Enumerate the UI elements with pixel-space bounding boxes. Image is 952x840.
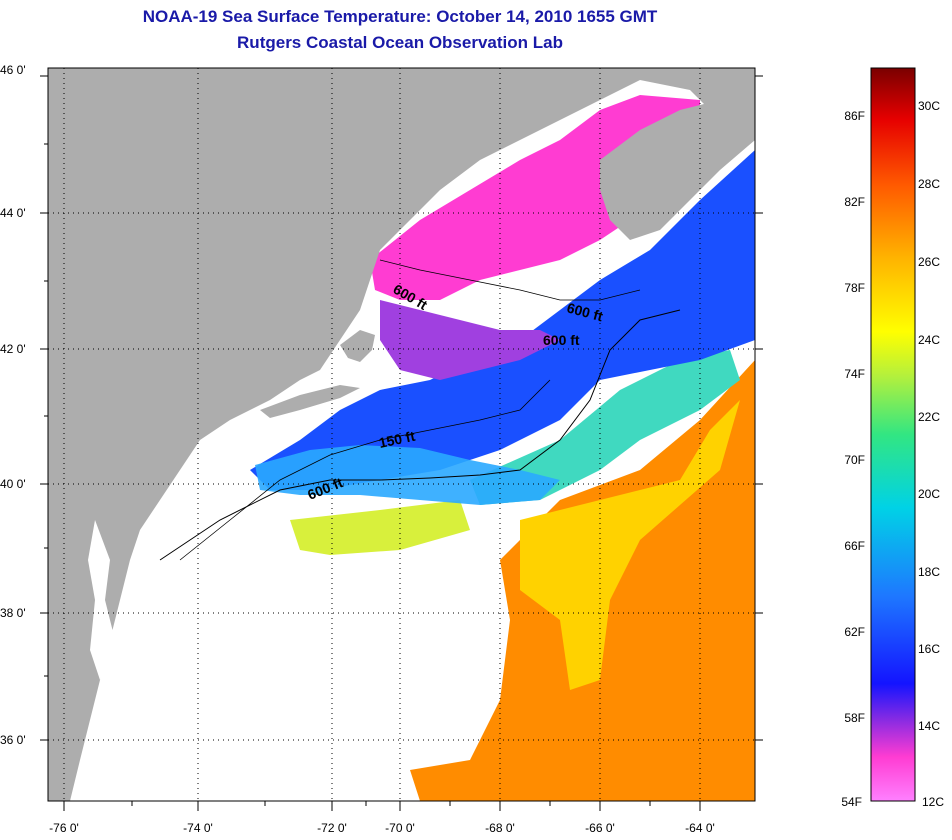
cb-f-62: 62F — [844, 625, 865, 639]
cb-c-26: 26C — [918, 255, 940, 269]
lat-label-36: 36 0' — [0, 733, 26, 747]
cb-c-16: 16C — [918, 642, 940, 656]
lat-label-40: 40 0' — [0, 477, 26, 491]
cb-c-14: 14C — [918, 719, 940, 733]
longitude-axis: -76 0' -74 0' -72 0' -70 0' -68 0' -66 0… — [49, 801, 715, 835]
cb-f-78: 78F — [844, 281, 865, 295]
land-cape-cod — [340, 330, 375, 362]
lat-label-38: 38 0' — [0, 606, 26, 620]
contour-label-150ft: 150 ft — [377, 428, 416, 451]
map-panel: 600 ft 600 ft 600 ft 150 ft 600 ft — [48, 68, 755, 801]
cyan-band — [255, 445, 560, 505]
temperature-colorbar: 86F 82F 78F 74F 70F 66F 62F 58F 54F 30C … — [841, 67, 944, 809]
isobath-600ft-outer — [159, 309, 681, 561]
land-nova-scotia — [600, 100, 755, 240]
colorbar-fahrenheit-labels: 86F 82F 78F 74F 70F 66F 62F 58F 54F — [841, 109, 865, 809]
cb-c-12: 12C — [922, 795, 944, 809]
cb-c-28: 28C — [918, 177, 940, 191]
graticule — [48, 68, 755, 801]
inland-water-delaware-bay — [150, 510, 185, 560]
yellow-filament — [290, 500, 470, 555]
lon-label-72: -72 0' — [317, 821, 347, 835]
contour-label-600ft-georges: 600 ft — [543, 332, 580, 348]
lon-label-70: -70 0' — [385, 821, 415, 835]
cb-f-54: 54F — [841, 795, 862, 809]
cb-f-58: 58F — [844, 711, 865, 725]
gulf-stream-warm-core — [520, 400, 740, 690]
lon-label-64: -64 0' — [685, 821, 715, 835]
colorbar-celsius-labels: 30C 28C 26C 24C 22C 20C 18C 16C 14C 12C — [918, 99, 944, 809]
lon-label-66: -66 0' — [585, 821, 615, 835]
map-frame — [47, 67, 756, 802]
lat-label-44: 44 0' — [0, 206, 26, 220]
lon-label-76: -76 0' — [49, 821, 79, 835]
latitude-axis: 46 0' 44 0' 42 0' 40 0' 38 0' 36 0' — [0, 63, 763, 747]
map-subtitle: Rutgers Coastal Ocean Observation Lab — [237, 33, 563, 52]
cb-c-22: 22C — [918, 410, 940, 424]
cb-f-82: 82F — [844, 195, 865, 209]
lat-label-46: 46 0' — [0, 63, 26, 77]
cb-c-20: 20C — [918, 487, 940, 501]
land-long-island — [260, 385, 360, 418]
isobath-150ft — [179, 379, 551, 561]
lat-label-42: 42 0' — [0, 342, 26, 356]
colorbar-gradient — [870, 67, 916, 802]
cb-f-74: 74F — [844, 367, 865, 381]
map-title: NOAA-19 Sea Surface Temperature: October… — [142, 7, 658, 26]
isobath-600ft-gulf-of-maine — [379, 259, 641, 301]
gulf-of-maine-purple — [380, 300, 560, 380]
cb-f-86: 86F — [844, 109, 865, 123]
cb-c-30: 30C — [918, 99, 940, 113]
cb-f-70: 70F — [844, 453, 865, 467]
lon-label-74: -74 0' — [183, 821, 213, 835]
shelf-water-region — [250, 150, 755, 490]
cb-c-18: 18C — [918, 565, 940, 579]
gulf-of-maine-region — [370, 95, 700, 300]
slope-water-region — [470, 350, 740, 505]
cb-c-24: 24C — [918, 333, 940, 347]
cb-f-66: 66F — [844, 539, 865, 553]
land-us-east-coast — [48, 68, 755, 801]
lon-label-68: -68 0' — [485, 821, 515, 835]
inland-water-chesapeake — [88, 520, 115, 680]
